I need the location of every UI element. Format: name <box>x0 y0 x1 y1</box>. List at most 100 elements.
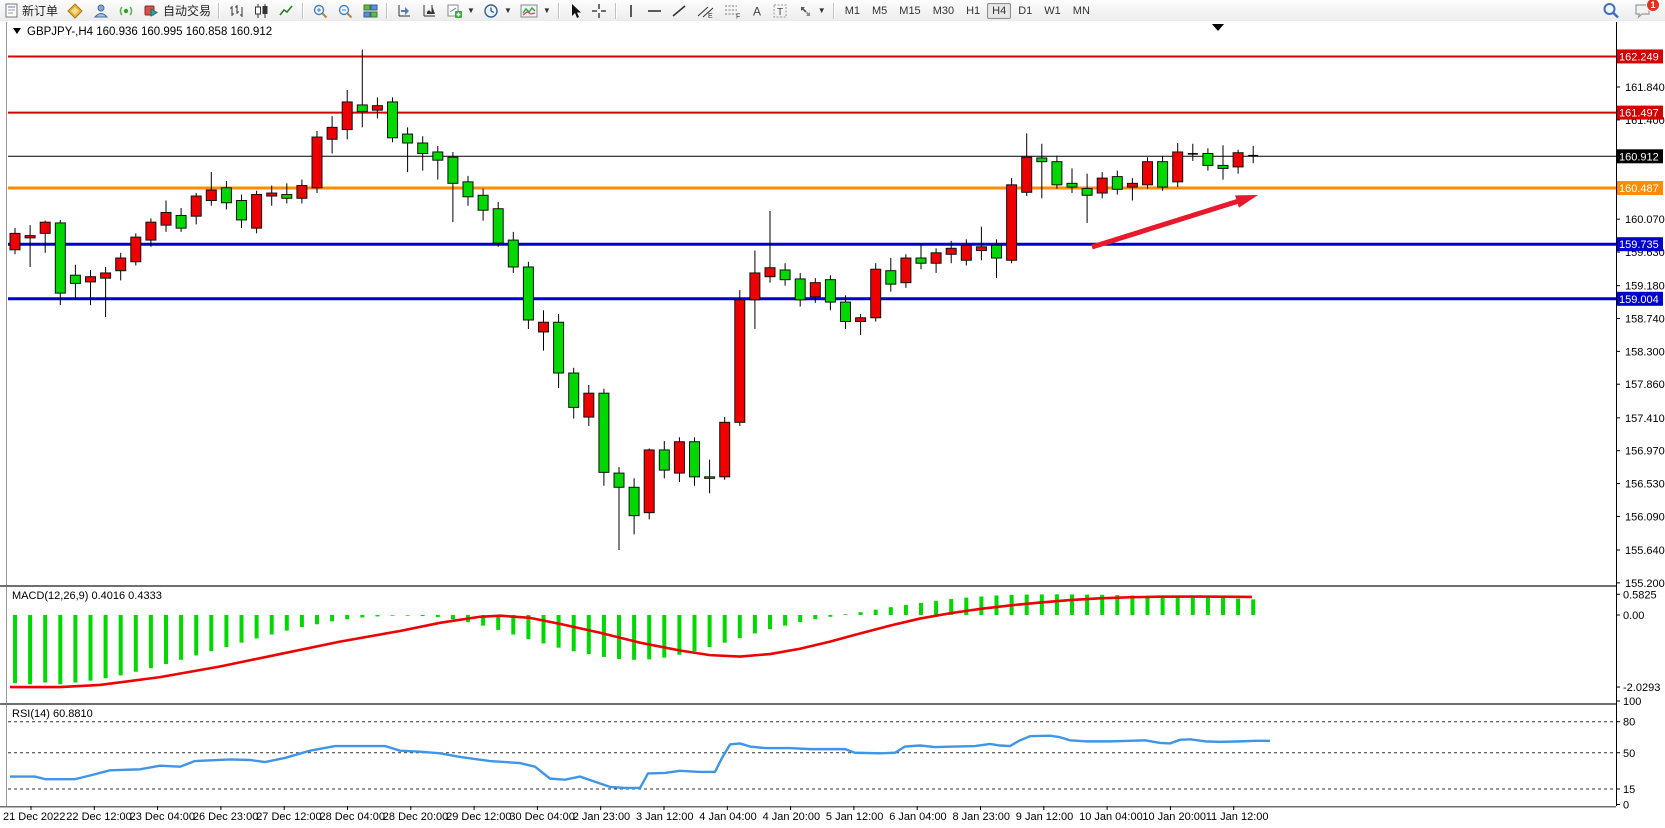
price-chart[interactable]: GBPJPY-,H4 160.936 160.995 160.858 160.9… <box>0 21 1665 828</box>
candle-body <box>1217 164 1229 169</box>
candle-body <box>54 222 66 294</box>
time-tick-label: 5 Jan 12:00 <box>826 811 884 823</box>
new-order-button[interactable]: 新订单 <box>0 0 62 21</box>
crosshair-button[interactable] <box>587 0 612 21</box>
signal-icon <box>118 3 135 19</box>
trend-arrow <box>1091 195 1258 250</box>
timeframe-m30[interactable]: M30 <box>928 3 959 19</box>
candle-body <box>1232 152 1244 168</box>
zoom-in-button[interactable] <box>308 0 333 21</box>
time-tick-label: 28 Dec 20:00 <box>383 811 448 823</box>
chevron-down-icon[interactable]: ▼ <box>503 6 512 15</box>
candle-body <box>991 244 1002 259</box>
candle-body <box>1066 182 1078 188</box>
vertical-line-button[interactable] <box>621 0 642 21</box>
fibo-icon: F <box>723 3 742 19</box>
candle-body <box>960 244 972 261</box>
time-tick-label: 28 Dec 04:00 <box>320 811 385 823</box>
signals-button[interactable] <box>114 0 139 21</box>
candle-body <box>69 274 81 284</box>
candle-body <box>9 232 21 251</box>
price-badge <box>1617 49 1663 64</box>
text-button[interactable]: A <box>746 0 768 21</box>
bars-icon <box>228 3 245 19</box>
time-tick-label: 4 Jan 04:00 <box>699 811 757 823</box>
candle-body <box>402 133 414 144</box>
candle-body <box>387 101 398 139</box>
indicator-window-button[interactable] <box>392 0 417 21</box>
rsi-label: RSI(14) 60.8810 <box>12 708 93 720</box>
candlestick-chart-button[interactable] <box>249 0 274 21</box>
toolbar-separator <box>832 2 835 19</box>
add-indicator-button[interactable]: ▼ <box>442 0 479 21</box>
candle-body <box>1142 161 1153 186</box>
zoom-out-button[interactable] <box>333 0 358 21</box>
chevron-down-icon[interactable]: ▼ <box>817 6 826 15</box>
community-button[interactable] <box>88 0 114 21</box>
toolbar: 新订单 自动交易 ▼ ▼ ▼ E F A T ▼ M1 M5 M15 M30 H1 H4 D1 W1 MN 1 <box>0 0 1665 22</box>
time-tick-label: 3 Jan 12:00 <box>636 811 694 823</box>
timeframe-m15[interactable]: M15 <box>894 3 925 19</box>
timeframe-d1[interactable]: D1 <box>1013 3 1037 19</box>
indicator-window-2-button[interactable] <box>417 0 442 21</box>
rsi-axis-label: 15 <box>1623 784 1635 796</box>
button-label: W1 <box>1044 4 1061 17</box>
chat-button[interactable]: 1 <box>1630 0 1660 21</box>
subwin1-icon <box>396 3 413 19</box>
vline-icon <box>625 3 638 19</box>
fibonacci-button[interactable]: F <box>719 0 746 21</box>
candle-body <box>658 449 670 471</box>
candle-body <box>930 252 942 264</box>
candle-body <box>945 247 957 255</box>
bar-chart-button[interactable] <box>224 0 249 21</box>
timeframe-mn[interactable]: MN <box>1068 3 1095 19</box>
candle-body <box>1081 188 1093 196</box>
timeframe-m1[interactable]: M1 <box>840 3 865 19</box>
candle-body <box>175 214 187 229</box>
candle-body <box>432 151 444 161</box>
candle-body <box>281 194 293 199</box>
text-label-button[interactable]: T <box>768 0 793 21</box>
price-badge-label: 160.912 <box>1619 151 1659 163</box>
price-tick-label: 155.200 <box>1625 578 1665 590</box>
tile-windows-button[interactable] <box>358 0 383 21</box>
timeframe-h4[interactable]: H4 <box>987 2 1012 19</box>
arrows-button[interactable]: ▼ <box>793 0 830 21</box>
search-button[interactable] <box>1598 0 1624 21</box>
candle-body <box>326 126 338 140</box>
timeframe-m5[interactable]: M5 <box>867 3 892 19</box>
svg-text:A: A <box>753 4 761 18</box>
price-tick-label: 161.840 <box>1625 82 1665 94</box>
auto-trading-button[interactable]: 自动交易 <box>139 0 215 21</box>
trendline-button[interactable] <box>667 0 692 21</box>
linechart-icon <box>278 3 295 19</box>
candle-body <box>522 266 534 321</box>
textA-icon: A <box>750 3 764 19</box>
templates-button[interactable]: ▼ <box>516 0 555 21</box>
rsi-axis-label: 80 <box>1623 717 1635 729</box>
market-watch-button[interactable] <box>62 0 88 21</box>
price-badge-label: 162.249 <box>1619 51 1659 63</box>
candle-body <box>1157 161 1169 188</box>
chevron-down-icon[interactable]: ▼ <box>542 6 551 15</box>
cursor-button[interactable] <box>564 0 587 21</box>
candle-body <box>1172 151 1184 183</box>
candle-body <box>598 392 610 473</box>
macd-axis-label: 0.5825 <box>1623 589 1657 601</box>
button-label: D1 <box>1018 4 1033 17</box>
candle-body <box>251 194 263 229</box>
periods-button[interactable]: ▼ <box>479 0 516 21</box>
button-label: 新订单 <box>22 4 59 18</box>
horizontal-line-button[interactable] <box>642 0 667 21</box>
price-badge <box>1617 291 1663 306</box>
candles-layer <box>9 49 1259 551</box>
candle-body <box>311 136 323 189</box>
line-chart-button[interactable] <box>274 0 299 21</box>
textT-icon: T <box>772 3 789 19</box>
timeframe-h1[interactable]: H1 <box>961 3 985 19</box>
timeframe-w1[interactable]: W1 <box>1039 3 1066 19</box>
candle-body <box>553 321 565 374</box>
chevron-down-icon[interactable]: ▼ <box>467 6 475 15</box>
candle-body <box>824 279 836 303</box>
equidistant-channel-button[interactable]: E <box>692 0 719 21</box>
